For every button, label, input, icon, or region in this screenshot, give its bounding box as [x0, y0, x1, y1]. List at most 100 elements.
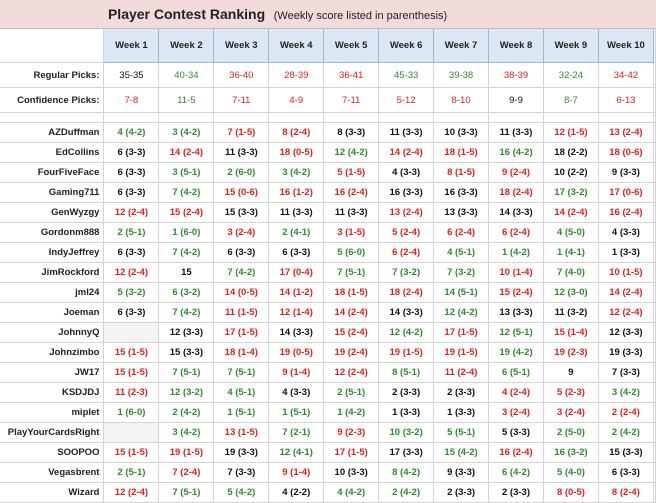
score-cell: 18 (2-4): [378, 282, 435, 303]
score-cell: 2 (4-2): [378, 482, 435, 503]
player-name: Johnzimbo: [0, 342, 105, 363]
player-name: IndyJeffrey: [0, 242, 105, 263]
score-cell: 2 (3-3): [378, 382, 435, 403]
score-cell: 15 (1-5): [103, 442, 160, 463]
regular-picks-label: Regular Picks:: [0, 62, 105, 88]
score-cell: 14 (2-4): [598, 282, 654, 303]
regular-picks-value: 45-33: [378, 62, 435, 88]
row-edge: [653, 122, 656, 143]
score-cell: 7 (3-2): [433, 262, 490, 283]
score-cell: 15 (1-5): [103, 362, 160, 383]
score-cell: 2 (5-0): [543, 422, 599, 443]
score-cell: 11 (2-4): [433, 362, 490, 383]
week-header: Week 5: [323, 28, 380, 63]
score-cell: 8 (4-2): [378, 462, 435, 483]
row-edge: [653, 302, 656, 323]
row-edge: [653, 182, 656, 203]
score-cell: 1 (4-1): [543, 242, 599, 263]
confidence-picks-value: 5-12: [378, 87, 435, 113]
score-cell: 7 (2-1): [268, 422, 325, 443]
score-cell: 1 (5-1): [213, 402, 270, 423]
score-cell: 12 (5-1): [488, 322, 544, 343]
score-cell: 1 (3-3): [378, 402, 435, 423]
score-cell: 4 (4-2): [323, 482, 380, 503]
score-cell: 13 (2-4): [378, 202, 435, 223]
row-edge: [653, 202, 656, 223]
score-cell: 7 (5-1): [158, 362, 215, 383]
player-row: Joeman 6 (3-3) 7 (4-2) 11 (1-5) 12 (1-4) 14 (…: [0, 302, 656, 323]
score-cell: [103, 322, 160, 343]
score-cell: 2 (4-1): [268, 222, 325, 243]
score-cell: 9 (2-3): [323, 422, 380, 443]
score-cell: 11 (3-3): [213, 142, 270, 163]
score-cell: 12 (2-4): [598, 302, 654, 323]
score-cell: 19 (3-3): [213, 442, 270, 463]
score-cell: 15 (1-4): [543, 322, 599, 343]
score-cell: 7 (3-2): [378, 262, 435, 283]
score-cell: 9 (3-3): [433, 462, 490, 483]
score-cell: 3 (2-4): [488, 402, 544, 423]
score-cell: 4 (2-4): [488, 382, 544, 403]
score-cell: 9: [543, 362, 599, 383]
score-cell: 10 (3-3): [323, 462, 380, 483]
week-header: Week 8: [488, 28, 544, 63]
score-cell: 11 (3-3): [268, 202, 325, 223]
row-edge: [653, 242, 656, 263]
player-row: EdCollins 6 (3-3) 14 (2-4) 11 (3-3) 18 (0-5)…: [0, 142, 656, 163]
confidence-picks-value: 4-9: [268, 87, 325, 113]
page-subtitle: (Weekly score listed in parenthesis): [273, 10, 448, 22]
week-header-row: Week 1 Week 2 Week 3 Week 4 Week 5 Week 6 Week…: [0, 28, 656, 63]
score-cell: 16 (3-2): [543, 442, 599, 463]
regular-picks-value: 34-42: [598, 62, 654, 88]
row-edge: [653, 482, 656, 503]
score-cell: 16 (2-4): [598, 202, 654, 223]
score-cell: 2 (3-3): [488, 482, 544, 503]
score-cell: 9 (2-4): [488, 162, 544, 183]
score-cell: 11 (3-2): [543, 302, 599, 323]
score-cell: 10 (3-2): [378, 422, 435, 443]
score-cell: 18 (2-4): [488, 182, 544, 203]
player-name: Wizard: [0, 482, 105, 503]
score-cell: 1 (3-3): [598, 242, 654, 263]
score-cell: 15 (3-3): [213, 202, 270, 223]
player-name: Gaming711: [0, 182, 105, 203]
row-edge: [653, 87, 656, 113]
row-edge: [653, 142, 656, 163]
player-row: JimRockford 12 (2-4) 15 7 (4-2) 17 (0-4) 7 (5…: [0, 262, 656, 283]
score-cell: 7 (4-2): [158, 242, 215, 263]
player-name: GenWyzgy: [0, 202, 105, 223]
player-row: Gordonm888 2 (5-1) 1 (6-0) 3 (2-4) 2 (4-1) 3 …: [0, 222, 656, 243]
player-row: FourFiveFace 6 (3-3) 3 (5-1) 2 (6-0) 3 (4-2)…: [0, 162, 656, 183]
score-cell: 6 (3-3): [268, 242, 325, 263]
score-cell: 17 (3-3): [378, 442, 435, 463]
score-cell: 16 (3-3): [378, 182, 435, 203]
score-cell: 11 (3-3): [323, 202, 380, 223]
score-cell: 2 (5-1): [103, 462, 160, 483]
score-cell: 17 (1-5): [323, 442, 380, 463]
score-cell: 5 (6-0): [323, 242, 380, 263]
score-cell: 7 (5-1): [213, 362, 270, 383]
regular-picks-value: 38-39: [488, 62, 544, 88]
row-edge: [653, 282, 656, 303]
confidence-picks-row: Confidence Picks: 7-8 11-5 7-11 4-9 7-11 5-12…: [0, 87, 656, 113]
score-cell: 3 (2-4): [543, 402, 599, 423]
score-cell: 10 (2-2): [543, 162, 599, 183]
score-cell: 2 (6-0): [213, 162, 270, 183]
score-cell: 6 (2-4): [433, 222, 490, 243]
score-cell: 7 (4-2): [158, 182, 215, 203]
player-row: AZDuffman 4 (4-2) 3 (4-2) 7 (1-5) 8 (2-4) 8 (…: [0, 122, 656, 143]
score-cell: 10 (1-4): [488, 262, 544, 283]
player-name: JimRockford: [0, 262, 105, 283]
score-cell: 12 (3-3): [598, 322, 654, 343]
score-cell: 19 (1-5): [378, 342, 435, 363]
player-row: miplet 1 (6-0) 2 (4-2) 1 (5-1) 1 (5-1) 1 (4-2…: [0, 402, 656, 423]
score-cell: 14 (2-4): [543, 202, 599, 223]
score-cell: 16 (4-2): [488, 142, 544, 163]
row-edge: [653, 322, 656, 343]
player-name: Gordonm888: [0, 222, 105, 243]
score-cell: 12 (3-2): [158, 382, 215, 403]
week-header: Week 4: [268, 28, 325, 63]
score-cell: 10 (3-3): [433, 122, 490, 143]
score-cell: 1 (6-0): [103, 402, 160, 423]
row-edge: [653, 362, 656, 383]
